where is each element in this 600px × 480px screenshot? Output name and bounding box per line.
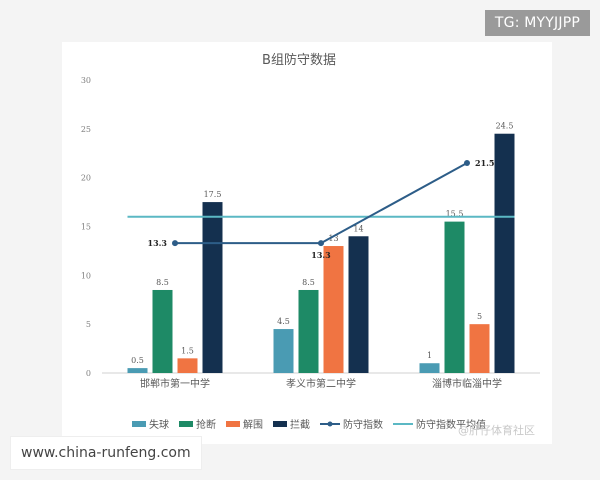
bar-value-label: 13: [328, 234, 338, 243]
legend-label: 防守指数平均值: [416, 418, 486, 431]
bar-value-label: 8.5: [156, 278, 169, 287]
bar: [348, 236, 369, 373]
legend-swatch: [179, 421, 193, 427]
legend-swatch: [273, 421, 287, 427]
bar: [298, 289, 319, 373]
bar: [494, 133, 515, 373]
legend-label: 抢断: [196, 418, 216, 431]
chart-svg: B组防守数据 0 5 10 15 20 25 30 0.5 4.5 1 8.5 8.5 15.5 1.5 13…: [81, 52, 540, 431]
bar: [152, 289, 173, 373]
x-category-label: 邯郸市第一中学: [140, 377, 210, 390]
tg-badge: TG: MYYJJPP: [484, 10, 590, 36]
index-point: [318, 240, 324, 247]
bar-value-label: 4.5: [277, 317, 290, 326]
bar-value-label: 1: [427, 351, 432, 360]
index-value-label: 13.3: [148, 238, 168, 248]
y-tick-label: 5: [86, 320, 91, 329]
bar: [323, 246, 344, 373]
y-tick-label: 15: [81, 223, 91, 232]
legend-swatch: [226, 421, 240, 427]
y-tick-label: 30: [81, 76, 91, 85]
bar-value-label: 0.5: [131, 356, 144, 365]
legend-label: 拦截: [290, 418, 310, 431]
x-category-label: 孝义市第二中学: [286, 377, 356, 390]
legend-label: 失球: [149, 418, 169, 431]
y-tick-label: 10: [81, 271, 91, 280]
legend-swatch: [327, 421, 333, 427]
bar-value-label: 17.5: [204, 190, 222, 199]
bar: [127, 368, 148, 373]
bar: [273, 329, 294, 373]
bar: [177, 358, 198, 373]
x-category-label: 淄博市临淄中学: [432, 377, 502, 390]
index-point: [172, 240, 178, 247]
chart-title: B组防守数据: [262, 52, 336, 68]
legend-swatch: [132, 421, 146, 427]
bar-value-label: 14: [353, 224, 363, 233]
bar: [469, 324, 490, 373]
bar: [419, 363, 440, 373]
y-tick-label: 20: [81, 174, 91, 183]
watermark: @肝仔体育社区: [458, 424, 535, 437]
bar-value-label: 5: [477, 312, 482, 321]
legend-label: 解围: [243, 418, 263, 431]
y-tick-label: 25: [81, 125, 91, 134]
bar-value-label: 24.5: [496, 122, 514, 131]
bar: [202, 202, 223, 373]
index-value-label: 21.5: [475, 158, 494, 168]
bar: [444, 221, 465, 373]
index-value-label: 13.3: [311, 250, 331, 260]
bar-value-label: 8.5: [302, 278, 315, 287]
y-tick-label: 0: [86, 369, 91, 378]
chart-panel: B组防守数据 0 5 10 15 20 25 30 0.5 4.5 1 8.5 8.5 15.5 1.5 13…: [62, 42, 552, 444]
bar-value-label: 15.5: [446, 210, 464, 219]
bar-value-label: 1.5: [181, 346, 194, 355]
site-badge[interactable]: www.china-runfeng.com: [10, 436, 202, 470]
index-point: [464, 160, 470, 167]
legend-label: 防守指数: [343, 418, 383, 431]
